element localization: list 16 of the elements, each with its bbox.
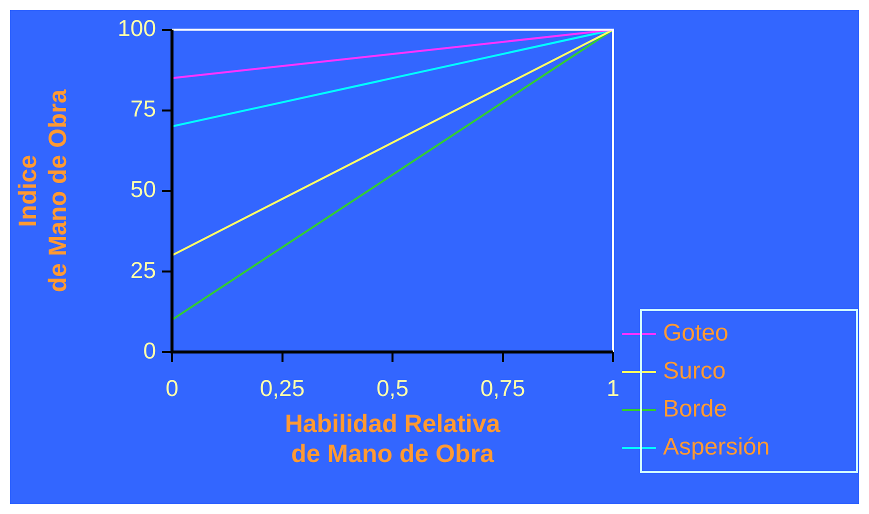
y-axis-title: Indice de Mano de Obra (14, 88, 72, 292)
y-tick-label: 75 (130, 96, 156, 122)
x-tick-label: 0,5 (376, 375, 408, 402)
x-tick-label: 0,75 (480, 375, 526, 402)
x-tick-label: 0 (166, 375, 178, 402)
legend-label: Goteo (663, 320, 728, 347)
legend-label: Aspersión (663, 434, 770, 461)
x-axis-title: Habilidad Relativa de Mano de Obra (284, 410, 502, 468)
x-tick-label: 1 (606, 375, 620, 402)
x-tick-label: 0,25 (260, 375, 305, 402)
y-tick-label: 100 (118, 15, 156, 42)
legend-label: Surco (663, 358, 726, 385)
y-tick-label: 0 (143, 337, 156, 364)
legend-label: Borde (663, 396, 728, 423)
y-tick-label: 50 (130, 176, 156, 202)
y-tick-label: 25 (130, 256, 156, 283)
